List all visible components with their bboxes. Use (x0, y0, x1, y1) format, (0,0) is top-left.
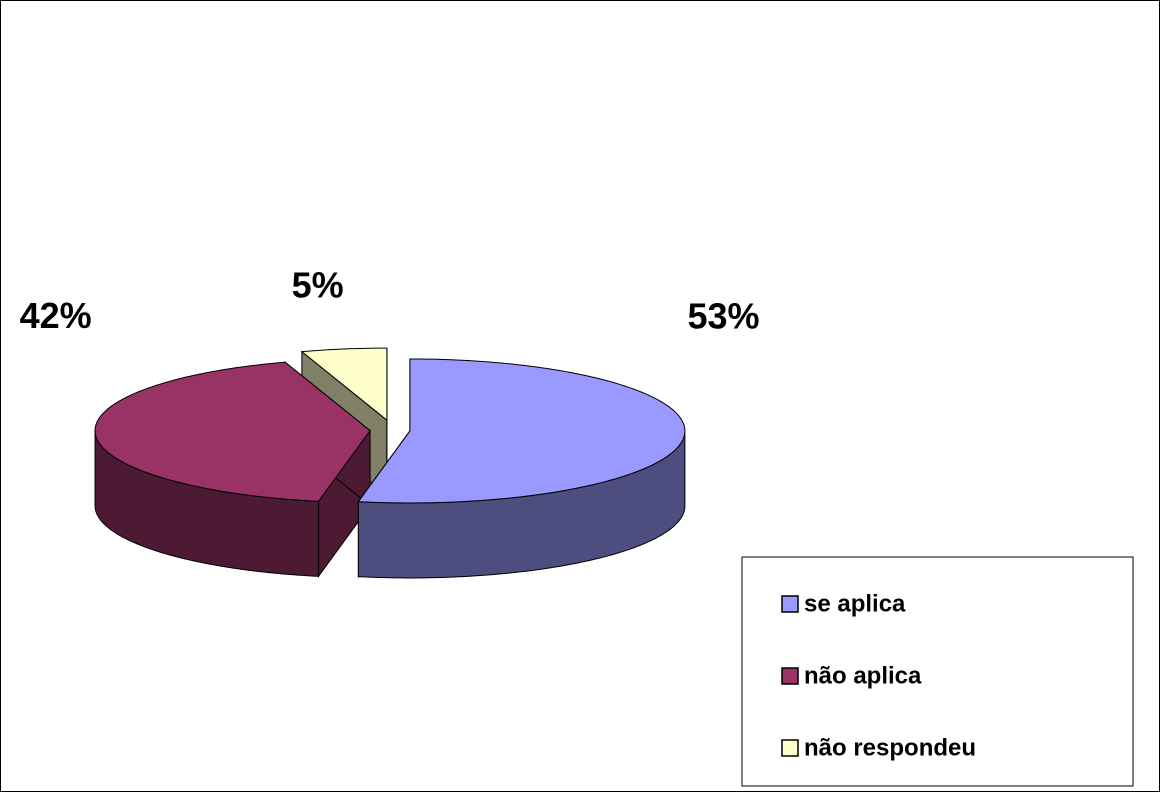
slice-top (357, 358, 686, 504)
pie (94, 347, 686, 579)
slice (357, 358, 686, 579)
data-label: 42% (20, 295, 92, 336)
slice-top (300, 347, 388, 422)
slice-top (94, 361, 371, 502)
legend-label: não respondeu (804, 734, 976, 761)
legend-swatch (781, 667, 799, 685)
legend-swatch (781, 595, 799, 613)
slice (94, 361, 371, 578)
legend (741, 556, 1134, 787)
data-label: 5% (292, 265, 344, 306)
legend-label: se aplica (804, 590, 906, 617)
legend-label: não aplica (804, 662, 922, 689)
data-label: 53% (687, 295, 759, 336)
legend-swatch (781, 739, 799, 757)
